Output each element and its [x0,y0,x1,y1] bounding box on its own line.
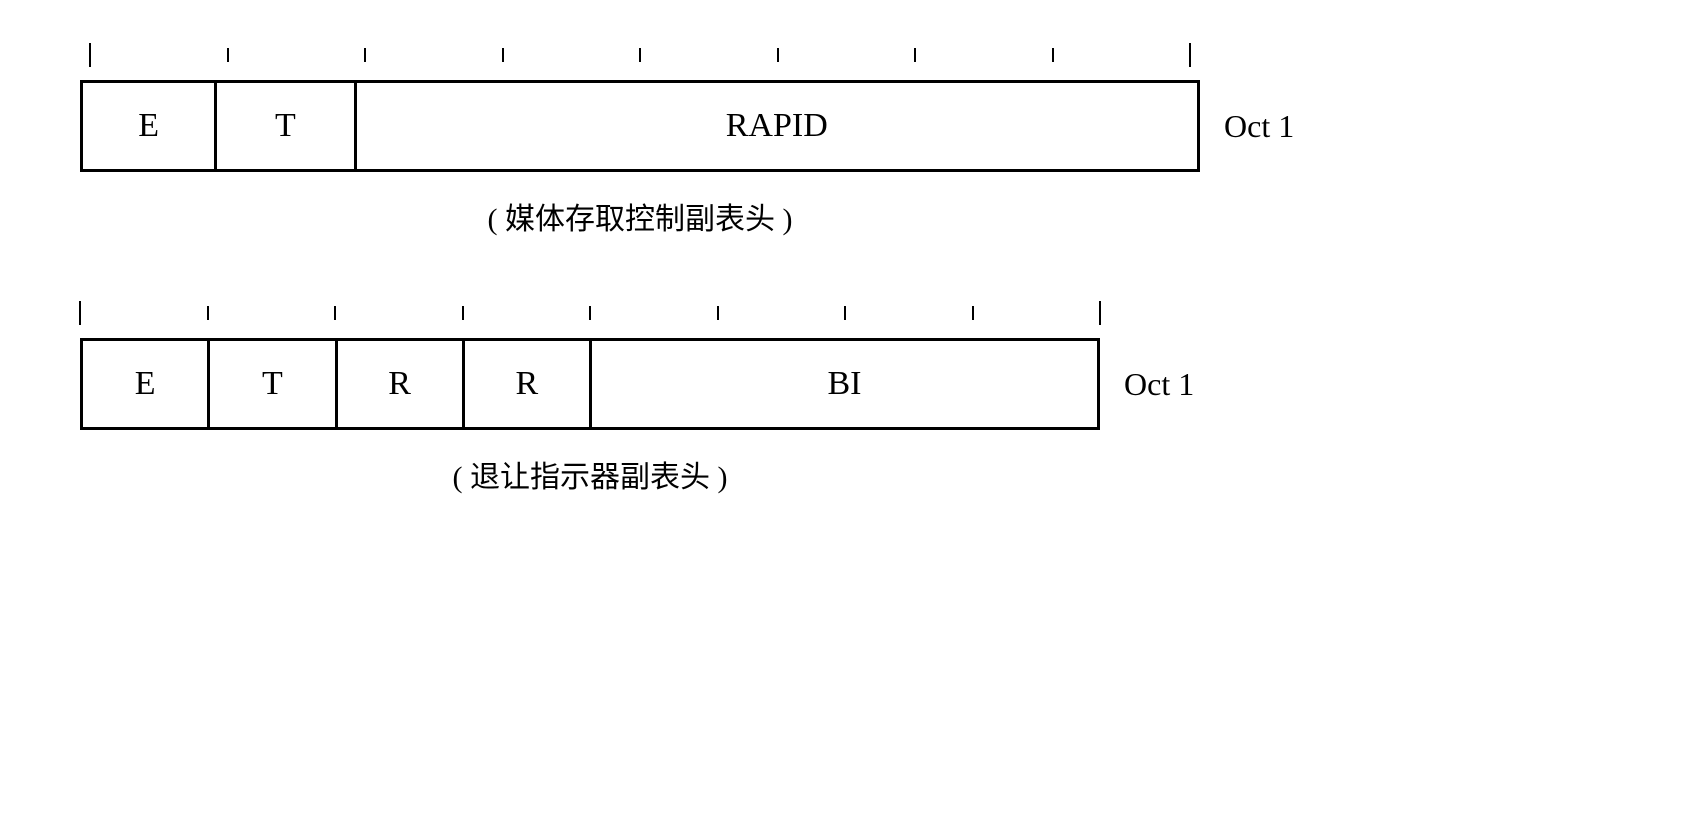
bit-ruler-1 [90,40,1190,70]
ruler-tick [462,306,464,320]
field-row-2: ETRRBI Oct 1 [80,338,1628,430]
backoff-indicator-subheader-diagram: ETRRBI Oct 1 ( 退让指示器副表头 ) [80,298,1628,496]
ruler-tick [844,306,846,320]
ruler-tick [1189,43,1191,67]
ruler-tick [972,306,974,320]
ruler-tick [502,48,504,62]
field-box-1: ETRAPID [80,80,1200,172]
field-cell-e: E [83,83,217,169]
caption-1: ( 媒体存取控制副表头 ) [80,194,1200,238]
ruler-tick [589,306,591,320]
bit-ruler-2 [80,298,1100,328]
ruler-tick [639,48,641,62]
field-cell-t: T [210,341,337,427]
ruler-tick [89,43,91,67]
ruler-tick [364,48,366,62]
field-cell-bi: BI [592,341,1097,427]
ruler-tick [334,306,336,320]
octet-label-2: Oct 1 [1124,366,1194,403]
field-cell-r: R [338,341,465,427]
field-row-1: ETRAPID Oct 1 [80,80,1628,172]
ruler-tick [1052,48,1054,62]
field-cell-t: T [217,83,356,169]
field-box-2: ETRRBI [80,338,1100,430]
ruler-tick [79,301,81,325]
caption-2: ( 退让指示器副表头 ) [80,452,1100,496]
ruler-tick [914,48,916,62]
ruler-tick [777,48,779,62]
field-cell-rapid: RAPID [357,83,1197,169]
ruler-tick [207,306,209,320]
octet-label-1: Oct 1 [1224,108,1294,145]
field-cell-r: R [465,341,592,427]
ruler-tick [717,306,719,320]
mac-subheader-diagram: ETRAPID Oct 1 ( 媒体存取控制副表头 ) [80,40,1628,238]
ruler-tick [1099,301,1101,325]
field-cell-e: E [83,341,210,427]
ruler-tick [227,48,229,62]
